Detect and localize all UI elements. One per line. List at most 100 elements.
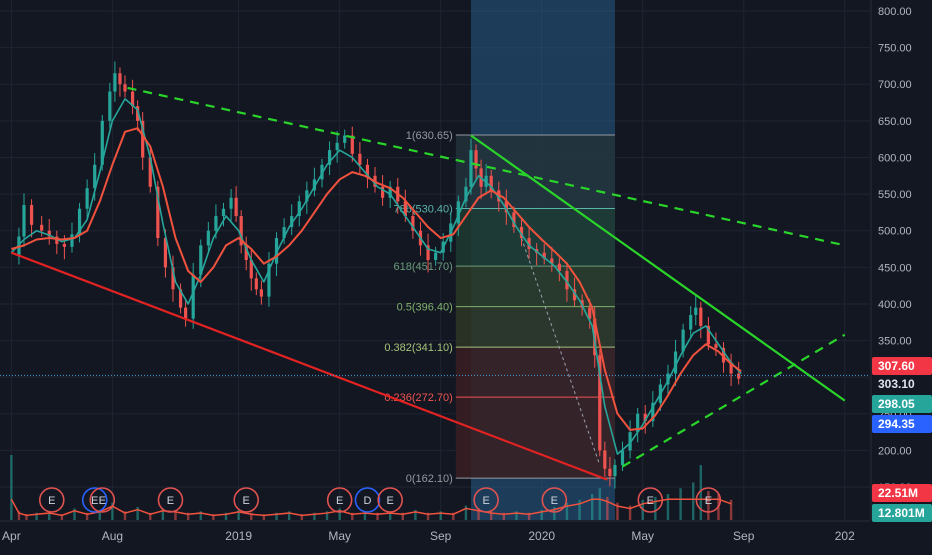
candle-body <box>474 150 478 169</box>
event-marker-label: E <box>387 495 394 507</box>
ma-slow-line <box>11 127 742 431</box>
volume-bar <box>540 509 543 520</box>
event-marker <box>38 487 65 513</box>
price-axis-tick: 500.00 <box>878 226 912 238</box>
price-axis-tick: 800.00 <box>878 6 912 18</box>
fib-level-label: 1(630.65) <box>406 130 453 142</box>
volume-bar <box>401 512 405 520</box>
event-marker-label: E <box>482 495 489 507</box>
candle-body <box>234 197 238 217</box>
candle-body <box>613 465 617 477</box>
volume-bar <box>464 505 468 520</box>
volume-bar <box>376 512 379 520</box>
price-label-badge <box>872 395 932 413</box>
volume-bar <box>98 509 101 520</box>
time-axis-label: 2020 <box>528 529 555 543</box>
candle-body <box>70 234 74 247</box>
event-marker <box>541 487 568 513</box>
candle-body <box>40 224 44 231</box>
candle-body <box>489 175 493 191</box>
ma-fast-line <box>10 98 742 455</box>
candle-body <box>464 186 468 202</box>
candle-body <box>267 263 271 297</box>
candle-body <box>191 274 195 319</box>
candle-body <box>628 432 632 451</box>
volume-bar <box>287 511 291 520</box>
candle-body <box>588 307 592 319</box>
volume-bar <box>25 514 28 520</box>
volume-bar <box>502 512 506 520</box>
volume-bar <box>73 508 76 520</box>
volume-bar <box>591 494 594 520</box>
candle-body <box>550 258 554 264</box>
candle-body <box>456 201 460 224</box>
candle-body <box>118 73 122 85</box>
price-label-text: 303.10 <box>878 377 915 391</box>
trendline-red-support <box>10 251 608 481</box>
candle-body <box>290 216 294 228</box>
event-marker-label: E <box>705 495 712 507</box>
trendline-green-dashed-top <box>127 86 845 247</box>
time-axis-label: Aug <box>102 529 123 543</box>
event-marker <box>637 487 664 513</box>
volume-bar <box>224 512 228 520</box>
candle-body <box>469 150 473 187</box>
time-axis-label: May <box>631 529 654 543</box>
candle-body <box>565 270 569 290</box>
volume-bar <box>452 512 455 520</box>
volume-bar <box>553 507 556 520</box>
volume-bar <box>388 511 392 520</box>
candle-body <box>666 373 670 385</box>
time-axis-label: Sep <box>733 529 755 543</box>
volume-bar <box>598 488 601 520</box>
event-marker-label: E <box>99 495 106 507</box>
price-axis-tick: 750.00 <box>878 43 912 55</box>
candle-body <box>603 450 607 469</box>
candle-body <box>737 373 741 379</box>
candle-body <box>388 186 392 198</box>
candle-body <box>55 236 59 244</box>
candle-body <box>259 289 263 297</box>
candle-body <box>163 238 168 268</box>
projection-line <box>521 237 601 466</box>
volume-bar <box>654 496 657 520</box>
candle-body <box>411 216 415 231</box>
volume-bar <box>136 507 139 520</box>
event-marker <box>326 487 353 513</box>
candle-body <box>504 201 508 213</box>
candle-body <box>141 120 145 158</box>
event-marker <box>157 487 184 513</box>
fib-level-label: 618(451.70) <box>394 261 453 273</box>
volume-bar <box>666 494 670 520</box>
volume-bar <box>111 502 114 520</box>
candle-body <box>297 201 301 217</box>
candle-body <box>305 190 309 202</box>
volume-bar <box>300 514 303 520</box>
candle-body <box>47 230 51 237</box>
time-axis-label: Apr <box>2 529 21 543</box>
volume-bar <box>60 514 64 520</box>
fib-zone <box>455 347 615 398</box>
volume-bar <box>149 512 152 520</box>
candle-body <box>699 307 703 326</box>
volume-bar <box>48 511 51 520</box>
volume-bar <box>679 488 682 520</box>
time-axis-label: 2019 <box>225 529 252 543</box>
price-label-text: 307.60 <box>878 359 915 373</box>
candle-body <box>22 205 26 237</box>
candle-body <box>29 205 34 225</box>
price-axis-tick: 200.00 <box>878 445 912 457</box>
volume-bar <box>212 514 215 520</box>
volume-label-text: 22.51M <box>878 486 918 500</box>
candle-body <box>598 355 602 451</box>
trendline-green-solid <box>470 134 846 402</box>
candle-body <box>282 227 286 239</box>
volume-bar <box>325 511 329 520</box>
candle-body <box>651 402 655 422</box>
candle-body <box>136 106 140 121</box>
time-axis-label: 202 <box>835 529 855 543</box>
event-marker-label: E <box>167 495 174 507</box>
candle-body <box>512 212 516 228</box>
